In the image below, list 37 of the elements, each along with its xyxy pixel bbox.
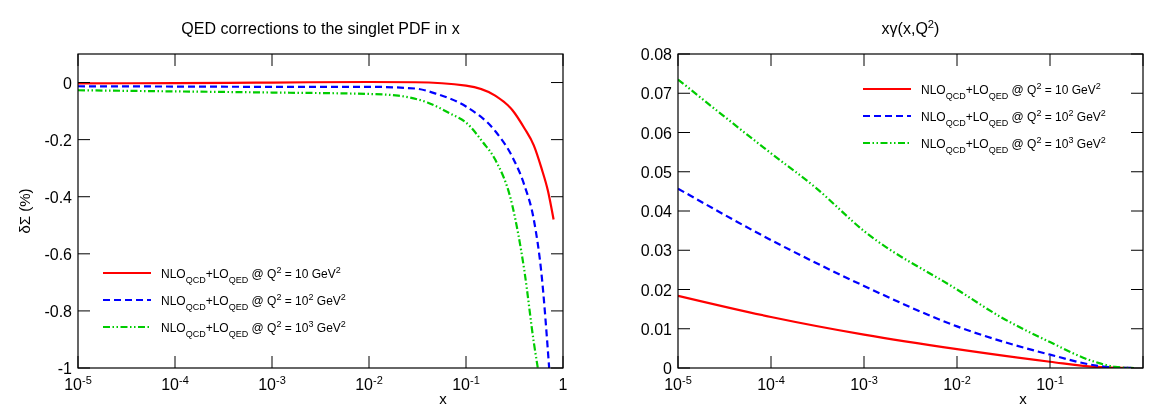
x-tick-label: 10$^{-2}$ (943, 374, 971, 393)
y-tick-label: 0 (663, 360, 673, 377)
y-axis-title: δΣ (%) (16, 188, 33, 234)
text: NLO$_{QCD}$+LO$_{QED}$ @ Q$^{2}$ = 10$^{3}$ GeV$^{2}$ (921, 135, 1106, 155)
y-tick-label: 0.07 (640, 85, 673, 103)
x-tick-label: 10$^{-4}$ (757, 374, 785, 393)
y-tick-label: -0.6 (44, 245, 73, 263)
y-tick-label: -1 (57, 360, 73, 377)
y-tick-label: 0.08 (640, 46, 673, 63)
x-tick-label: 10$^{-4}$ (161, 374, 189, 393)
x-tick-label: 10$^{-5}$ (664, 374, 692, 393)
text: NLO$_{QCD}$+LO$_{QED}$ @ Q$^{2}$ = 10$^{2}$ GeV$^{2}$ (921, 108, 1106, 128)
y-tick-label: 0.04 (640, 203, 673, 220)
x-tick-label: 10$^{-5}$ (64, 374, 92, 393)
y-tick-label: 0.01 (640, 320, 673, 338)
y-tick-label: 0 (63, 74, 73, 92)
legend-label: NLO$_{QCD}$+LO$_{QED}$ @ Q$^{2}$ = 10 GeV$^{2}$ (161, 265, 341, 285)
x-axis-title: x (1019, 390, 1028, 407)
y-tick-label: 0.02 (640, 281, 673, 299)
text: NLO$_{QCD}$+LO$_{QED}$ @ Q$^{2}$ = 10$^{3}$ GeV$^{2}$ (161, 319, 346, 339)
x-tick-label: 1 (558, 376, 568, 393)
chart-title: xγ(x,Q$^{2}$) (881, 18, 940, 37)
x-tick-label: 10$^{-2}$ (355, 374, 383, 393)
y-tick-label: 0.06 (640, 124, 673, 142)
legend-label: NLO$_{QCD}$+LO$_{QED}$ @ Q$^{2}$ = 10 GeV$^{2}$ (921, 81, 1101, 101)
x-tick-label: 10$^{-1}$ (1036, 374, 1064, 393)
y-tick-label: -0.8 (44, 302, 73, 320)
y-tick-label: -0.4 (44, 188, 73, 206)
y-tick-label: 0.05 (640, 163, 673, 181)
x-tick-label: 10$^{-3}$ (258, 374, 286, 393)
y-tick-label: 0.03 (640, 242, 673, 260)
x-tick-label: 10$^{-1}$ (452, 374, 480, 393)
text: NLO$_{QCD}$+LO$_{QED}$ @ Q$^{2}$ = 10$^{2}$ GeV$^{2}$ (161, 292, 346, 312)
chart-title: QED corrections to the singlet PDF in x (181, 20, 460, 37)
x-axis-title: x (439, 390, 448, 407)
y-tick-label: -0.2 (44, 131, 73, 149)
x-tick-label: 10$^{-3}$ (850, 374, 878, 393)
